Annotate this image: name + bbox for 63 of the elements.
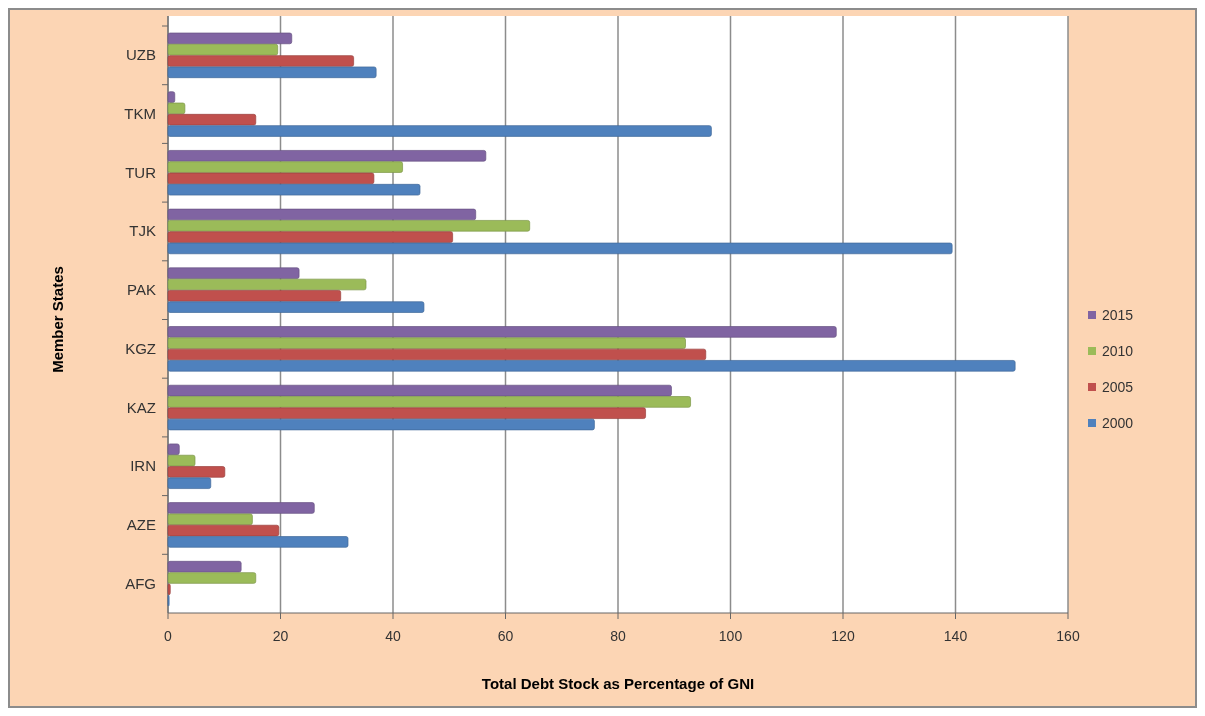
x-tick-label: 60 bbox=[497, 628, 514, 644]
legend-label: 2015 bbox=[1102, 307, 1134, 323]
bar bbox=[167, 396, 691, 408]
bar bbox=[167, 150, 487, 162]
y-tick-label: UZB bbox=[126, 46, 156, 64]
bar bbox=[167, 502, 315, 514]
bar bbox=[167, 466, 226, 478]
bar bbox=[167, 55, 354, 67]
bar bbox=[167, 91, 176, 103]
bar bbox=[167, 326, 837, 338]
bar bbox=[167, 477, 212, 489]
bar bbox=[167, 220, 531, 232]
x-tick-label: 20 bbox=[272, 628, 289, 644]
bar bbox=[167, 290, 342, 302]
y-tick-label: AFG bbox=[125, 574, 156, 592]
bar bbox=[167, 161, 403, 173]
y-tick-label: KAZ bbox=[126, 398, 156, 416]
bar bbox=[167, 32, 293, 45]
bar bbox=[167, 560, 242, 573]
bar bbox=[167, 102, 186, 115]
legend-label: 2010 bbox=[1102, 343, 1134, 359]
bar bbox=[167, 172, 375, 185]
bar bbox=[167, 337, 686, 349]
bar bbox=[167, 278, 367, 291]
x-tick-label: 80 bbox=[610, 628, 626, 644]
bar bbox=[167, 66, 377, 79]
bar bbox=[167, 418, 595, 431]
y-tick-label: TKM bbox=[124, 105, 156, 123]
bar bbox=[167, 113, 257, 126]
bar bbox=[167, 183, 421, 196]
bar bbox=[167, 348, 707, 361]
y-axis-title: Member States bbox=[49, 266, 66, 373]
bar bbox=[167, 231, 453, 243]
y-tick-label: IRN bbox=[130, 457, 156, 475]
bar bbox=[167, 454, 196, 467]
y-tick-label: AZE bbox=[126, 515, 156, 533]
x-axis-title: Total Debt Stock as Percentage of GNI bbox=[481, 675, 755, 692]
x-tick-label: 0 bbox=[164, 628, 173, 644]
bar bbox=[167, 125, 712, 137]
bar bbox=[167, 443, 180, 456]
bar bbox=[167, 513, 253, 526]
y-tick-label: KGZ bbox=[125, 339, 156, 357]
x-tick-label: 140 bbox=[943, 628, 968, 644]
bar bbox=[167, 301, 425, 313]
x-tick-label: 120 bbox=[831, 628, 855, 644]
x-tick-label: 40 bbox=[385, 628, 401, 644]
bar bbox=[167, 208, 477, 221]
x-tick-label: 160 bbox=[1056, 628, 1080, 644]
y-tick-label: TUR bbox=[125, 163, 157, 181]
bar bbox=[167, 524, 280, 537]
bar bbox=[167, 242, 953, 255]
x-tick-label: 100 bbox=[718, 628, 743, 644]
bar bbox=[167, 572, 257, 584]
bar bbox=[167, 384, 672, 397]
bar bbox=[167, 267, 300, 279]
legend-label: 2000 bbox=[1102, 415, 1134, 431]
bar bbox=[167, 536, 349, 548]
y-tick-label: PAK bbox=[127, 281, 156, 299]
y-tick-label: TJK bbox=[129, 222, 156, 240]
bar bbox=[167, 407, 646, 419]
bar bbox=[167, 360, 1016, 372]
bar bbox=[167, 43, 279, 56]
legend-label: 2005 bbox=[1102, 379, 1134, 395]
